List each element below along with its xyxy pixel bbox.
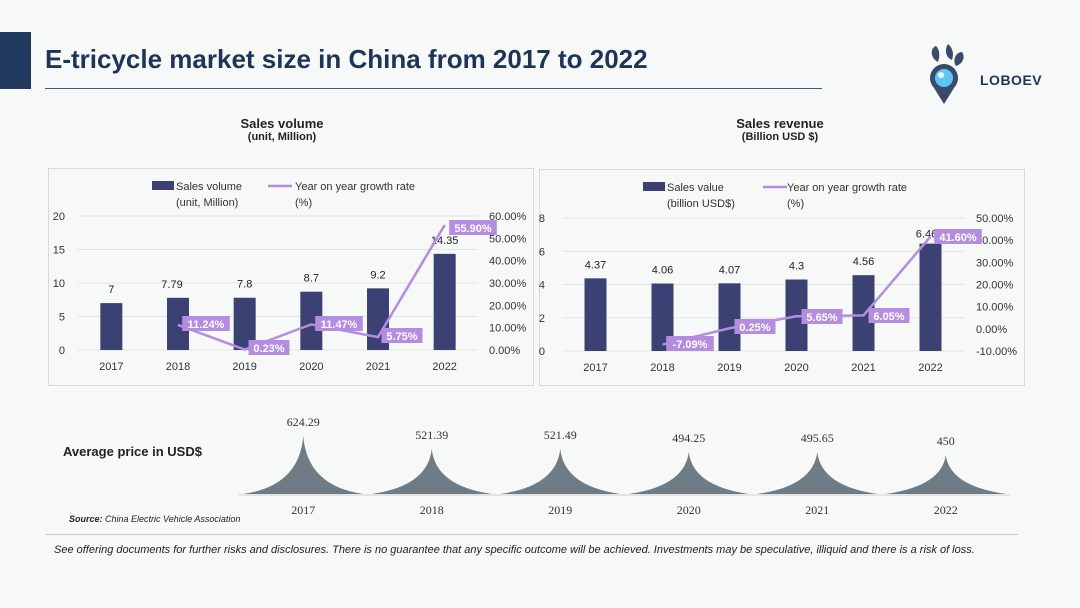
page-title: E-tricycle market size in China from 201… [45, 44, 648, 74]
sales-revenue-subtitle: (Billion USD $) [741, 131, 819, 143]
sales-revenue-heading: Sales revenue (Billion USD $) [680, 116, 880, 143]
price-x-tick: 2022 [934, 503, 958, 517]
price-peak [757, 452, 878, 494]
price-value-label: 624.29 [287, 415, 320, 429]
price-peak [371, 449, 492, 494]
loboev-logo-icon [930, 44, 964, 104]
source-note: Source: China Electric Vehicle Associati… [69, 514, 240, 524]
disclaimer-text: See offering documents for further risks… [54, 544, 975, 556]
price-peak [243, 436, 364, 494]
price-peak [628, 452, 749, 494]
avg-price-label: Average price in USD$ [63, 444, 202, 459]
sales-volume-title: Sales volume [240, 116, 324, 131]
source-text: China Electric Vehicle Association [105, 514, 241, 524]
sales-volume-heading: Sales volume (unit, Million) [182, 116, 382, 143]
price-x-tick: 2021 [805, 503, 829, 517]
price-peak [500, 449, 621, 494]
sales-volume-subtitle: (unit, Million) [247, 131, 317, 143]
price-value-label: 450 [937, 434, 955, 448]
price-x-tick: 2018 [420, 503, 444, 517]
price-value-label: 494.25 [672, 431, 705, 445]
title-divider [45, 88, 822, 89]
logo-text: LOBOEV [980, 72, 1043, 88]
price-x-tick: 2017 [291, 503, 315, 517]
sales-revenue-title: Sales revenue [736, 116, 824, 131]
bottom-divider [45, 534, 1018, 535]
price-value-label: 521.49 [544, 428, 577, 442]
price-peak [885, 455, 1006, 494]
price-x-tick: 2020 [677, 503, 701, 517]
title-accent-bar [0, 32, 31, 89]
price-value-label: 495.65 [801, 431, 834, 445]
price-value-label: 521.39 [415, 428, 448, 442]
sales-revenue-chart-frame [539, 169, 1025, 386]
sales-volume-chart-frame [48, 168, 534, 386]
price-x-tick: 2019 [548, 503, 572, 517]
source-label: Source: [69, 514, 103, 524]
